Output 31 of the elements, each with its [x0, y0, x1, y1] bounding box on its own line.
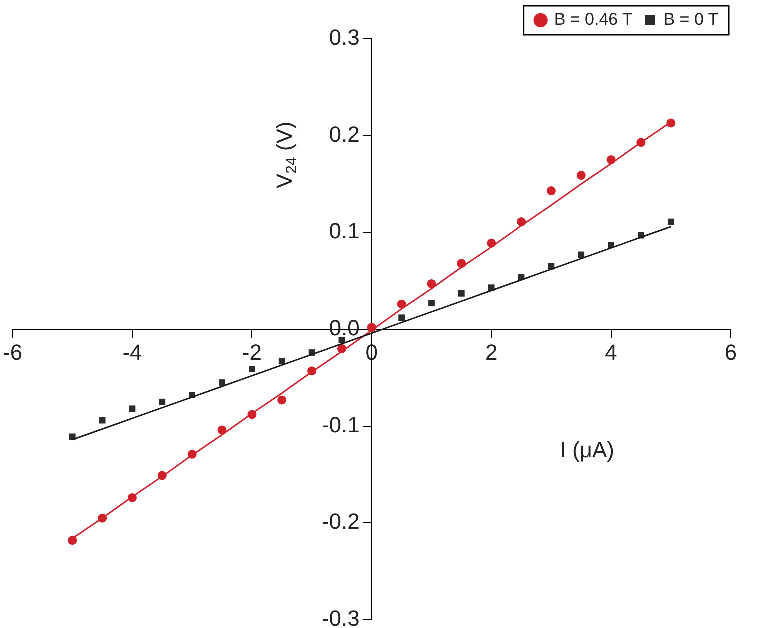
point: [398, 314, 405, 322]
y-tick-label: 0.3: [329, 25, 360, 50]
x-tick-label: 6: [724, 340, 738, 365]
point: [578, 252, 585, 258]
y-tick-label: -0.3: [322, 606, 360, 628]
point: [397, 300, 406, 309]
x-tick-label: 2: [485, 340, 498, 365]
point: [129, 406, 136, 412]
y-tick-label: 0.2: [329, 122, 360, 147]
y-axis-title: V24 (V): [272, 122, 300, 189]
x-tick-label: -2: [242, 340, 262, 365]
point: [278, 396, 287, 405]
point: [68, 536, 78, 546]
point: [428, 300, 435, 307]
legend-label: B = 0.46 T: [554, 10, 633, 30]
x-tick-label: -4: [122, 340, 142, 365]
point: [278, 358, 286, 365]
point: [159, 398, 166, 406]
y-tick-label: -0.1: [322, 412, 360, 438]
point: [249, 366, 256, 372]
point: [576, 171, 586, 180]
point: [458, 290, 465, 297]
x-tick-label: 4: [605, 340, 618, 365]
point: [219, 380, 226, 386]
x-axis-title: I (μA): [560, 438, 614, 463]
x-tick-label: -6: [3, 340, 23, 365]
y-tick-label: 0.1: [329, 218, 360, 244]
point: [668, 218, 674, 226]
point: [546, 186, 556, 196]
y-tick-label: -0.2: [322, 509, 360, 534]
legend-label: B = 0 T: [664, 10, 719, 30]
